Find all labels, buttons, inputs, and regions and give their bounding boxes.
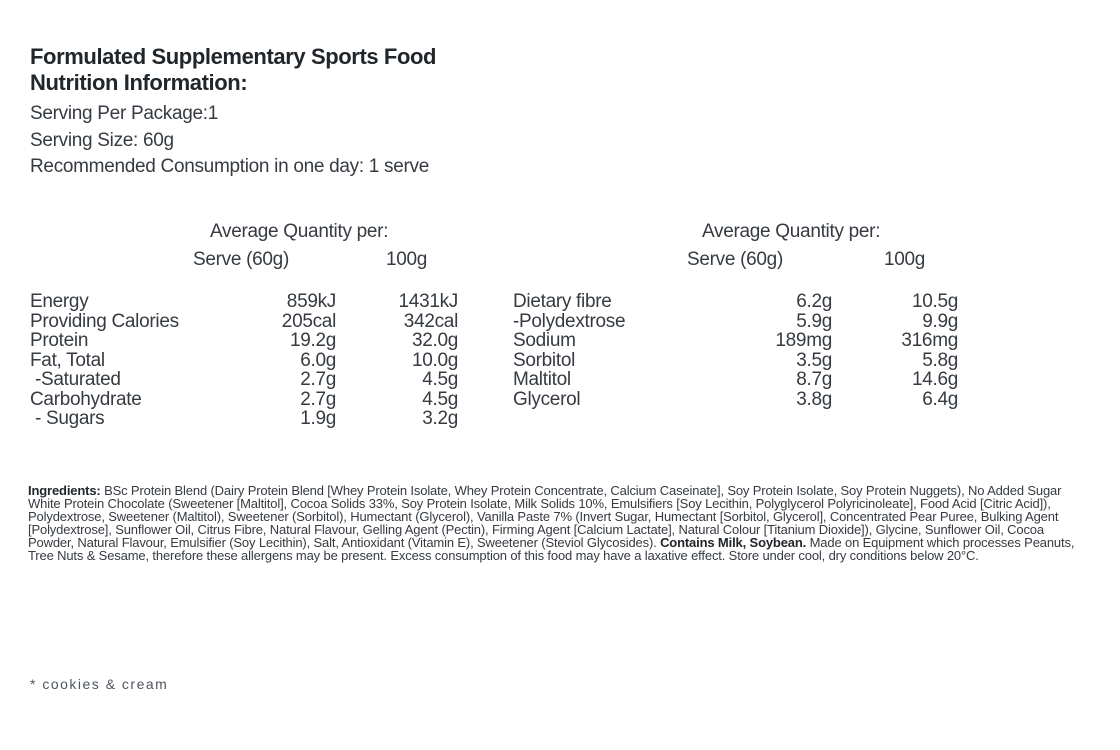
row-label: Sorbitol <box>513 349 576 371</box>
row-100g-value: 3.2g <box>422 408 458 429</box>
row-label: Providing Calories <box>30 310 179 332</box>
right-table-header: Average Quantity per: <box>702 221 881 242</box>
row-label: Carbohydrate <box>30 388 142 410</box>
right-table-col-serve: Serve (60g) <box>687 249 783 270</box>
ingredients-paragraph: Ingredients: BSc Protein Blend (Dairy Pr… <box>28 483 1090 563</box>
allergen-contains-statement: Contains Milk, Soybean. <box>660 534 807 550</box>
row-serve-value: 19.2g <box>289 330 336 351</box>
row-100g-value: 10.5g <box>911 291 958 312</box>
page-title-line1: Formulated Supplementary Sports Food <box>30 44 437 69</box>
recommended-consumption: Recommended Consumption in one day: 1 se… <box>30 156 429 177</box>
row-label: Dietary fibre <box>513 291 612 312</box>
ingredients-text-1: BSc Protein Blend (Dairy Protein Blend [… <box>28 483 1062 550</box>
page-title-line2: Nutrition Information: <box>30 70 248 95</box>
row-label: -Polydextrose <box>513 310 626 332</box>
row-label: -Saturated <box>30 369 121 390</box>
row-100g-value: 10.0g <box>411 349 458 371</box>
row-label: Fat, Total <box>30 349 105 371</box>
row-label: Sodium <box>513 330 576 351</box>
row-serve-value: 859kJ <box>286 291 337 312</box>
row-serve-value: 2.7g <box>300 388 336 410</box>
left-table-col-serve: Serve (60g) <box>193 249 289 270</box>
left-nutrition-table: Energy 859kJ 1431kJ Providing Calories 2… <box>30 292 458 429</box>
row-serve-value: 3.8g <box>796 388 832 410</box>
right-table-col-100g: 100g <box>884 249 926 270</box>
row-serve-value: 8.7g <box>796 369 832 390</box>
row-label: Maltitol <box>513 369 571 390</box>
serving-size: Serving Size: 60g <box>30 129 174 151</box>
row-100g-value: 32.0g <box>411 330 458 351</box>
serving-info: Serving Per Package:1 Serving Size: 60g … <box>30 101 429 181</box>
row-serve-value: 205cal <box>281 310 337 332</box>
row-serve-value: 189mg <box>775 330 832 351</box>
page-title: Formulated Supplementary Sports Food Nut… <box>30 44 436 96</box>
row-serve-value: 2.7g <box>300 369 336 390</box>
row-label: Protein <box>30 330 89 351</box>
ingredients-label: Ingredients: <box>28 483 101 498</box>
row-serve-value: 6.2g <box>796 291 832 312</box>
right-nutrition-table: Dietary fibre 6.2g 10.5g -Polydextrose 5… <box>513 292 958 409</box>
row-100g-value: 342cal <box>403 310 459 332</box>
row-100g-value: 1431kJ <box>398 291 459 312</box>
row-serve-value: 5.9g <box>796 310 832 332</box>
row-100g-value: 6.4g <box>922 388 958 410</box>
row-100g-value: 4.5g <box>422 369 458 390</box>
row-100g-value: 5.8g <box>922 349 958 371</box>
row-100g-value: 9.9g <box>922 310 958 332</box>
flavour-footnote: * cookies & cream <box>30 676 169 692</box>
serving-per-package: Serving Per Package:1 <box>30 103 219 124</box>
row-serve-value: 3.5g <box>796 349 832 371</box>
row-label: Energy <box>30 291 89 312</box>
left-table-header: Average Quantity per: <box>210 221 389 242</box>
row-serve-value: 6.0g <box>300 349 336 371</box>
left-table-col-100g: 100g <box>386 249 428 270</box>
row-100g-value: 4.5g <box>422 388 458 410</box>
row-label: - Sugars <box>30 408 105 429</box>
row-100g-value: 14.6g <box>911 369 958 390</box>
row-label: Glycerol <box>513 388 581 410</box>
row-100g-value: 316mg <box>901 330 958 351</box>
ingredients-text-2: Made on Equipment which processes Peanut… <box>28 534 1075 563</box>
row-serve-value: 1.9g <box>300 408 336 429</box>
